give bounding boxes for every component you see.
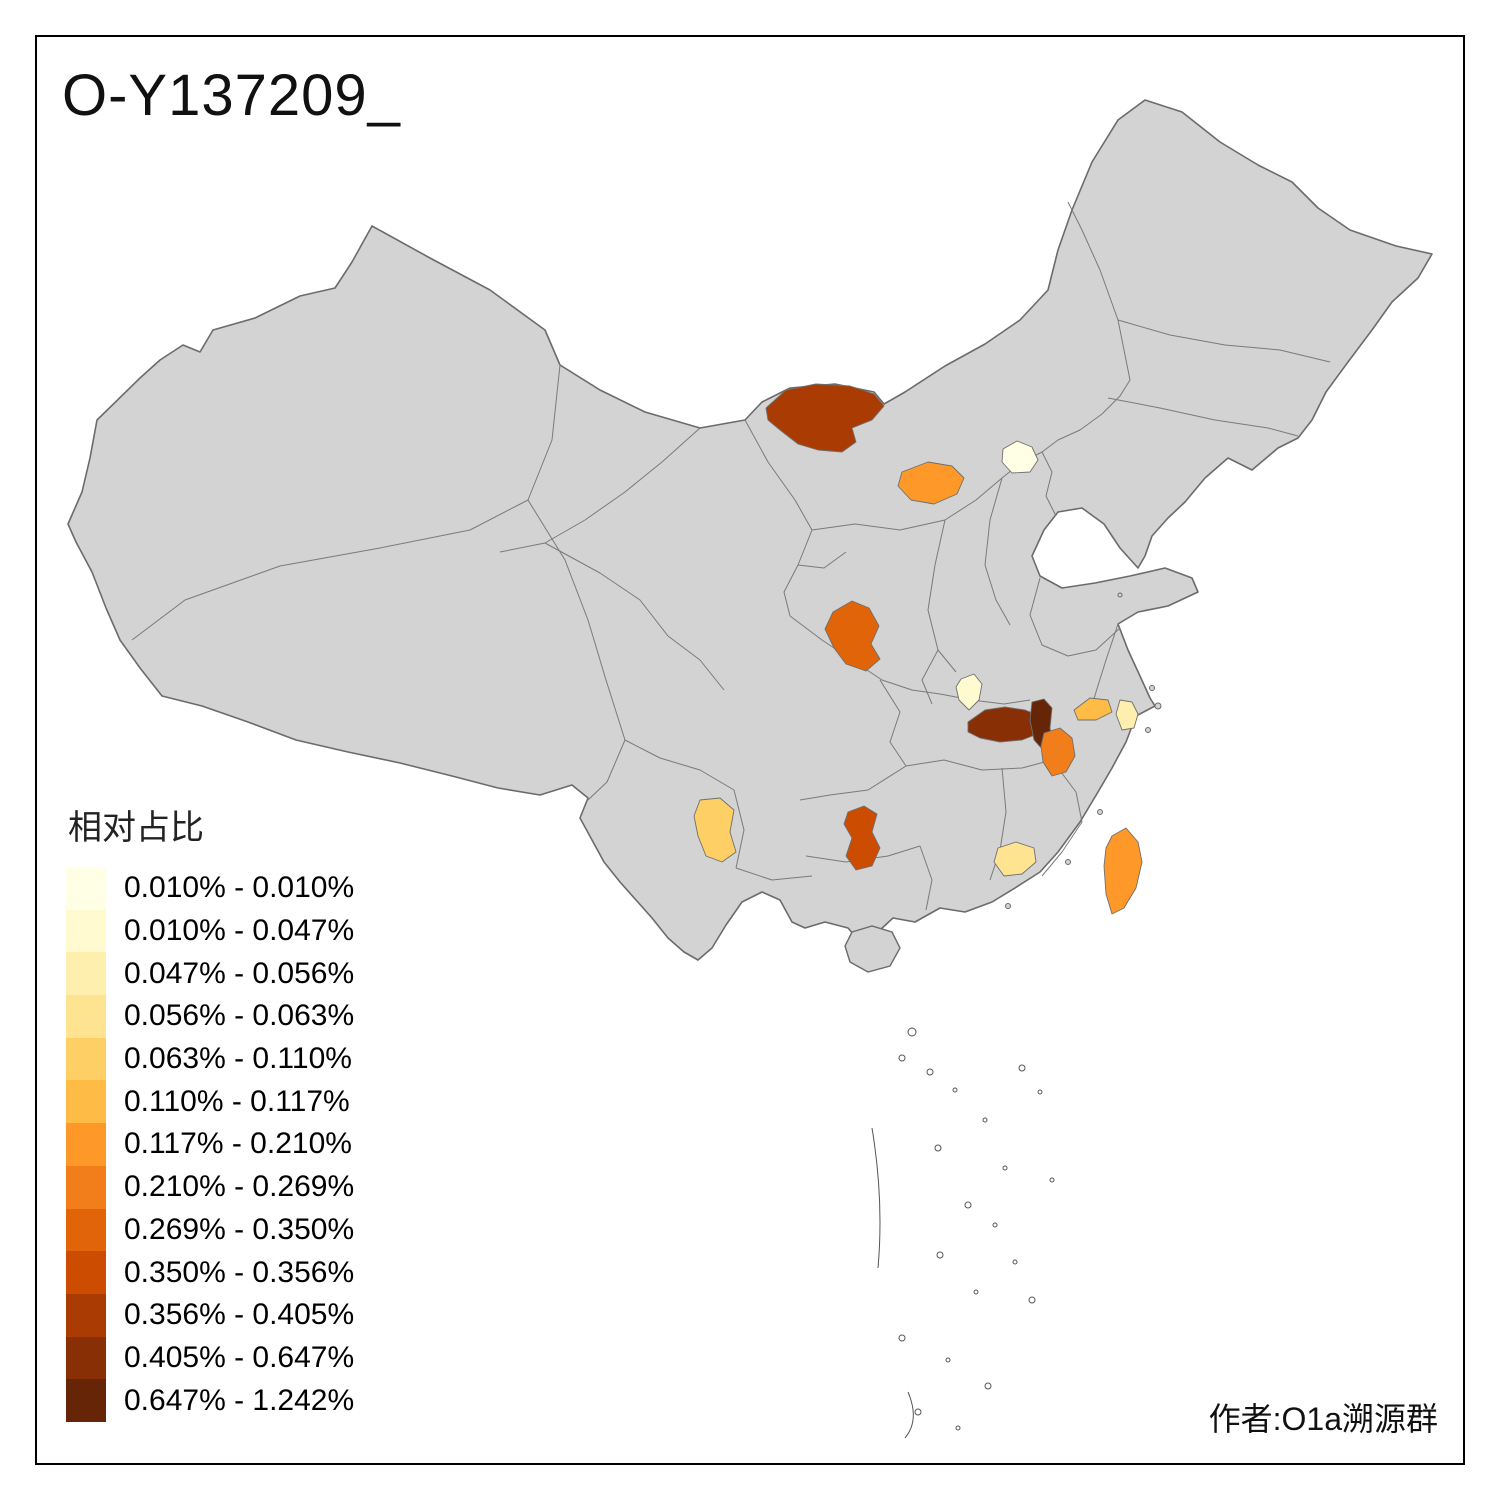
legend-label: 0.269% - 0.350%	[124, 1212, 355, 1246]
region-guangdong-east	[993, 841, 1037, 877]
legend-swatch	[66, 952, 106, 996]
legend-swatch	[66, 1080, 106, 1124]
legend-label: 0.350% - 0.356%	[124, 1255, 355, 1289]
legend: 相对占比 0.010% - 0.010% 0.010% - 0.047% 0.047…	[66, 800, 506, 1422]
region-ordos	[897, 461, 965, 505]
legend-label: 0.356% - 0.405%	[124, 1298, 355, 1332]
legend-label: 0.110% - 0.117%	[124, 1084, 350, 1118]
legend-label: 0.056% - 0.063%	[124, 999, 355, 1033]
attribution: 作者:O1a溯源群	[1208, 1401, 1438, 1437]
legend-swatch	[66, 1037, 106, 1081]
legend-row: 0.269% - 0.350%	[66, 1208, 506, 1252]
colored-regions	[693, 383, 1143, 915]
legend-swatch	[66, 1165, 106, 1209]
legend-row: 0.117% - 0.210%	[66, 1123, 506, 1166]
legend-row: 0.210% - 0.269%	[66, 1165, 506, 1209]
legend-label: 0.210% - 0.269%	[124, 1170, 355, 1204]
region-beijing	[1001, 440, 1039, 474]
region-jiangsu-south	[1073, 697, 1113, 721]
legend-swatch	[66, 1336, 106, 1380]
legend-label: 0.010% - 0.047%	[124, 914, 355, 948]
region-hubei-northwest	[955, 673, 983, 711]
legend-row: 0.063% - 0.110%	[66, 1037, 506, 1081]
region-jiangxi-north	[1040, 727, 1076, 777]
legend-swatch	[66, 909, 106, 953]
legend-row: 0.350% - 0.356%	[66, 1251, 506, 1294]
hainan-island	[844, 925, 901, 973]
legend-row: 0.010% - 0.010%	[66, 867, 506, 910]
legend-swatch	[66, 867, 106, 910]
coastal-islands	[1005, 592, 1162, 909]
legend-swatch	[66, 1379, 106, 1422]
mainland-outline	[67, 99, 1433, 961]
page-title: O-Y137209_	[62, 63, 401, 128]
legend-row: 0.047% - 0.056%	[66, 952, 506, 996]
legend-label: 0.647% - 1.242%	[124, 1383, 355, 1417]
region-shaanxi-north	[824, 600, 881, 672]
legend-row: 0.056% - 0.063%	[66, 995, 506, 1038]
south-china-sea-islets	[871, 1027, 1055, 1439]
region-yunnan-central	[693, 797, 737, 863]
legend-label: 0.405% - 0.647%	[124, 1340, 355, 1374]
legend-row: 0.010% - 0.047%	[66, 909, 506, 953]
legend-label: 0.063% - 0.110%	[124, 1042, 352, 1076]
legend-title: 相对占比	[68, 809, 204, 847]
region-taiwan	[1103, 827, 1143, 915]
province-borders	[131, 201, 1331, 911]
legend-row: 0.356% - 0.405%	[66, 1293, 506, 1337]
region-shanghai-coastal	[1115, 699, 1139, 731]
legend-row: 0.405% - 0.647%	[66, 1336, 506, 1380]
legend-label: 0.047% - 0.056%	[124, 956, 355, 990]
legend-swatch	[66, 995, 106, 1038]
legend-swatch	[66, 1208, 106, 1252]
region-guizhou	[843, 805, 881, 871]
legend-label: 0.010% - 0.010%	[124, 871, 355, 905]
legend-row: 0.110% - 0.117%	[66, 1080, 506, 1124]
legend-label: 0.117% - 0.210%	[124, 1127, 352, 1161]
region-inner-mongolia-north	[765, 383, 885, 453]
legend-swatch	[66, 1251, 106, 1294]
legend-swatch	[66, 1123, 106, 1166]
legend-rows: 0.010% - 0.010% 0.010% - 0.047% 0.047% - 0…	[66, 867, 506, 1422]
legend-swatch	[66, 1293, 106, 1337]
legend-row: 0.647% - 1.242%	[66, 1379, 506, 1422]
